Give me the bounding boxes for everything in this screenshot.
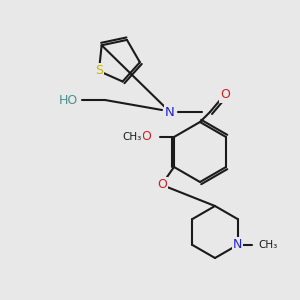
Text: CH₃: CH₃	[122, 132, 142, 142]
Text: O: O	[141, 130, 151, 143]
Text: S: S	[95, 64, 103, 77]
Text: HO: HO	[58, 94, 78, 106]
Text: O: O	[157, 178, 167, 191]
Text: N: N	[165, 106, 175, 118]
Text: O: O	[220, 88, 230, 101]
Text: CH₃: CH₃	[258, 240, 277, 250]
Text: N: N	[233, 238, 242, 251]
